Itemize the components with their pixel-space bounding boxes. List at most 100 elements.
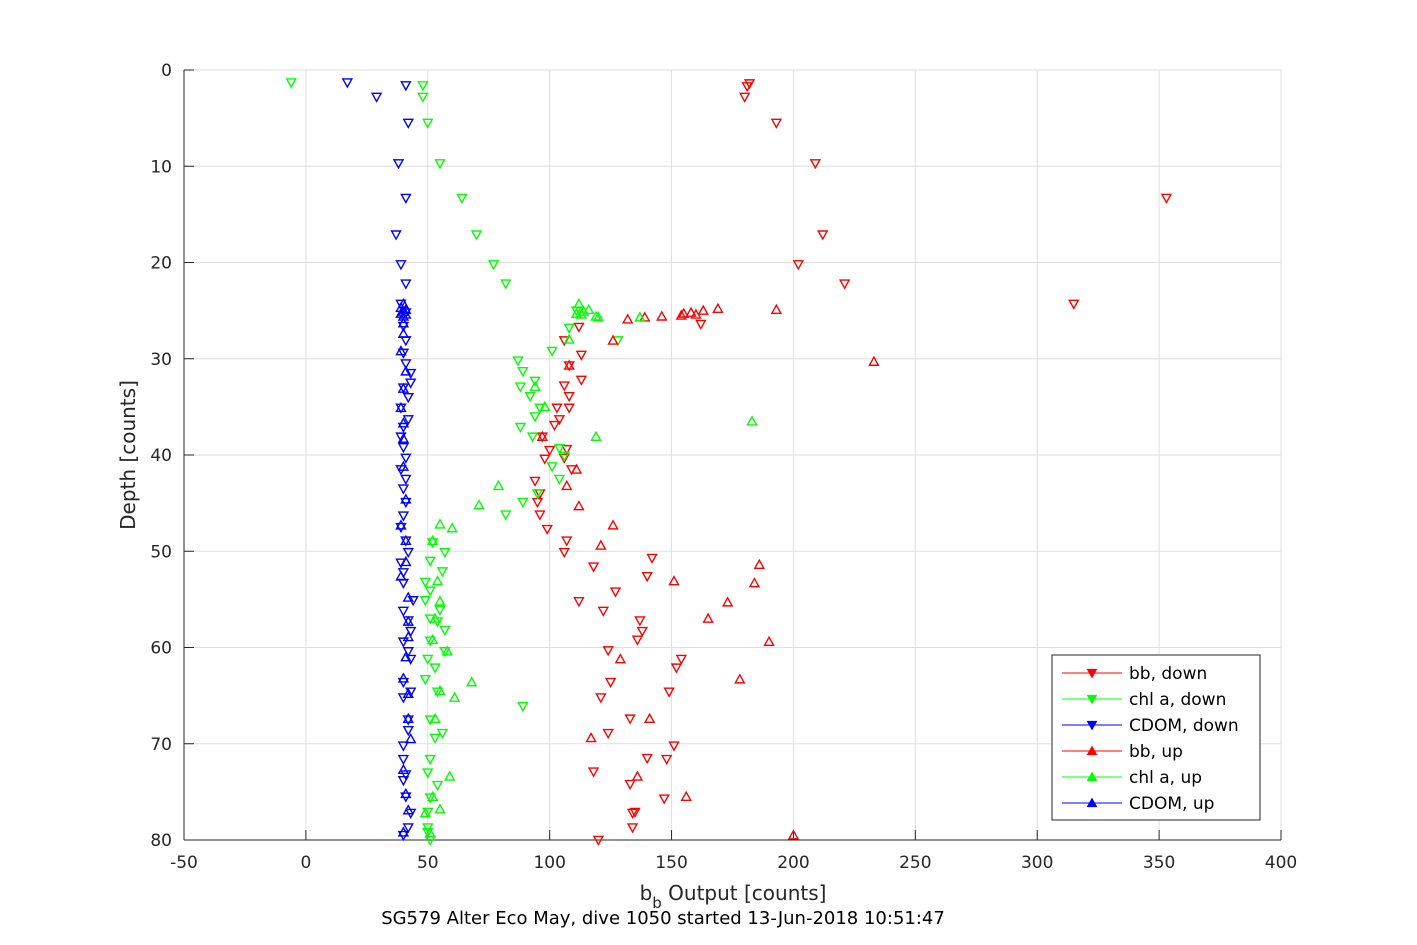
- data-point: [541, 524, 553, 536]
- y-tick-label: 0: [161, 61, 172, 81]
- data-point: [405, 654, 417, 665]
- data-point: [402, 804, 414, 815]
- data-point: [641, 753, 653, 765]
- data-point: [402, 392, 414, 404]
- legend-item: chl a, down: [1062, 690, 1226, 710]
- data-point: [285, 78, 297, 89]
- data-point: [473, 499, 485, 510]
- data-point: [636, 626, 648, 638]
- data-point: [678, 307, 690, 318]
- y-tick-label: 20: [150, 254, 172, 274]
- data-point: [392, 159, 405, 170]
- data-point: [397, 417, 410, 428]
- data-point: [517, 701, 529, 713]
- x-tick-label: 0: [300, 853, 311, 873]
- data-point: [436, 728, 449, 740]
- data-point: [539, 454, 551, 465]
- data-point: [395, 519, 407, 530]
- data-point: [702, 612, 714, 623]
- data-point: [397, 672, 410, 683]
- data-point: [675, 309, 687, 320]
- data-point: [607, 334, 619, 345]
- data-point: [424, 793, 436, 804]
- data-point: [792, 260, 805, 271]
- data-point: [431, 780, 444, 792]
- data-point: [563, 359, 575, 370]
- data-point: [395, 432, 407, 443]
- data-point: [553, 443, 566, 455]
- data-point: [370, 92, 383, 103]
- data-point: [561, 479, 573, 491]
- data-point: [405, 378, 417, 389]
- data-point: [517, 366, 529, 378]
- data-point: [529, 412, 541, 423]
- data-point: [787, 829, 800, 840]
- data-point: [424, 586, 436, 597]
- x-axis-label-main: b: [640, 881, 653, 905]
- data-point: [817, 230, 829, 241]
- data-point: [570, 463, 583, 474]
- data-point: [395, 345, 407, 356]
- data-point: [558, 451, 570, 462]
- data-point: [400, 308, 412, 319]
- data-point: [529, 380, 541, 391]
- data-point: [402, 725, 414, 737]
- legend-box: [1051, 654, 1261, 821]
- data-point: [548, 420, 561, 432]
- data-point: [660, 754, 673, 766]
- data-point: [341, 78, 354, 89]
- data-point: [587, 767, 600, 778]
- data-point: [400, 193, 412, 204]
- data-point: [397, 637, 410, 648]
- data-point: [402, 591, 414, 602]
- data-point: [465, 676, 478, 687]
- data-point: [400, 303, 412, 314]
- data-point: [646, 553, 658, 564]
- data-point: [400, 279, 412, 290]
- data-point: [551, 403, 563, 414]
- data-point: [439, 547, 451, 559]
- x-tick-label: 100: [533, 853, 565, 873]
- data-point: [395, 522, 407, 534]
- data-point: [634, 311, 646, 322]
- data-point: [405, 368, 417, 380]
- data-point: [439, 625, 451, 637]
- axes: [183, 69, 1282, 841]
- data-point: [422, 118, 434, 129]
- data-point: [400, 651, 412, 662]
- data-point: [426, 538, 439, 549]
- data-point: [563, 391, 575, 403]
- data-point: [543, 445, 556, 457]
- data-point: [738, 92, 751, 103]
- data-point: [695, 319, 707, 331]
- series-4: [419, 297, 758, 838]
- data-point: [631, 635, 644, 646]
- data-point: [595, 539, 607, 550]
- data-point: [402, 415, 414, 426]
- data-point: [434, 803, 446, 814]
- legend-label: chl a, up: [1129, 768, 1202, 788]
- data-point: [624, 779, 636, 791]
- data-point: [470, 230, 483, 241]
- data-point: [402, 823, 414, 834]
- data-point: [431, 575, 444, 586]
- data-point: [558, 547, 570, 559]
- data-point: [400, 359, 412, 370]
- legend-marker: [1086, 720, 1098, 731]
- y-tick-label: 70: [150, 735, 172, 755]
- data-point: [434, 595, 446, 606]
- data-point: [500, 510, 512, 521]
- data-point: [514, 382, 527, 393]
- data-point: [838, 279, 851, 290]
- data-point: [670, 663, 683, 674]
- data-point: [397, 763, 410, 775]
- data-point: [553, 415, 566, 426]
- data-point: [595, 693, 607, 704]
- data-point: [563, 323, 575, 334]
- data-point: [624, 714, 636, 725]
- data-point: [512, 356, 524, 367]
- data-point: [400, 493, 412, 504]
- x-tick-label: 350: [1143, 853, 1175, 873]
- legend-marker: [1086, 771, 1098, 782]
- data-point: [529, 476, 541, 487]
